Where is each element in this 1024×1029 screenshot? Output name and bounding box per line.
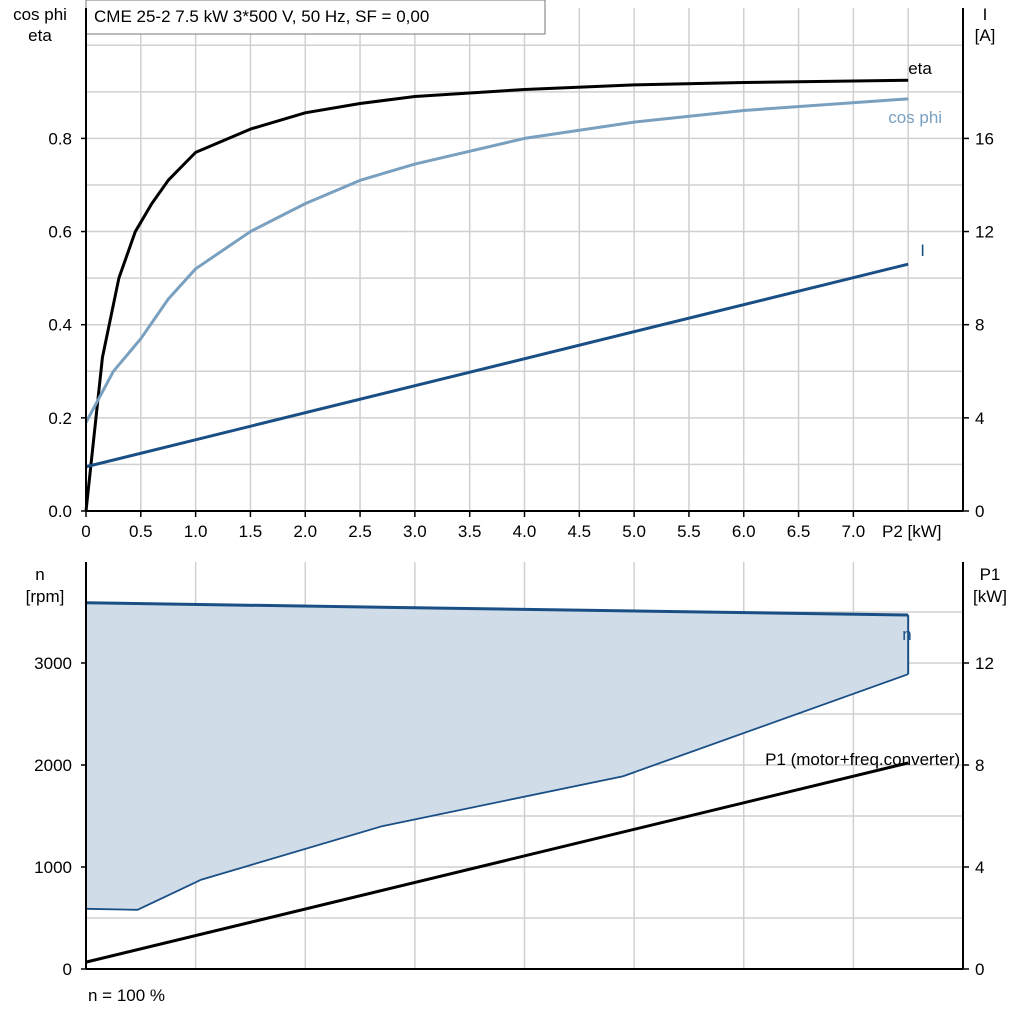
series-line-cos-phi	[84, 97, 909, 424]
y-tick-label-right: 4	[975, 858, 984, 877]
y-tick-label-right: 12	[975, 654, 994, 673]
y-tick-label-right: 0	[975, 502, 984, 521]
bottom-ylabel-left-1: n	[35, 565, 44, 584]
x-tick-label: 1.5	[239, 522, 263, 541]
y-tick-label-right: 12	[975, 223, 994, 242]
x-tick-label: 0.5	[129, 522, 153, 541]
series-line-eta	[84, 78, 909, 512]
y-tick-label-right: 16	[975, 129, 994, 148]
y-tick-label-left: 0	[63, 960, 72, 979]
y-tick-label-right: 8	[975, 316, 984, 335]
p1-line	[85, 761, 909, 964]
top-ylabel-right-2: [A]	[975, 26, 996, 45]
series-label: n	[902, 625, 911, 644]
bottom-chart: n P1 (motor+freq.converter) 0 1000 2000 3000 0…	[34, 562, 994, 979]
x-tick-label: 4.5	[567, 522, 591, 541]
series-label: I	[920, 241, 925, 260]
y-tick-label-left: 0.6	[48, 223, 72, 242]
bottom-ylabel-left-2: [rpm]	[26, 587, 65, 606]
footnote: n = 100 %	[88, 986, 165, 1005]
n-range-area	[86, 602, 909, 910]
series-label: eta	[908, 59, 932, 78]
x-tick-label: 3.0	[403, 522, 427, 541]
series-label: P1 (motor+freq.converter)	[765, 750, 960, 769]
top-xlabel: P2 [kW]	[882, 522, 942, 541]
bottom-ylabel-right-2: [kW]	[973, 587, 1007, 606]
x-tick-label: 2.5	[348, 522, 372, 541]
n-upper-line	[85, 601, 909, 617]
x-tick-label: 3.5	[458, 522, 482, 541]
y-tick-label-left: 3000	[34, 654, 72, 673]
series-label: cos phi	[888, 108, 942, 127]
top-chart: eta cos phi I 0.0 0.2 0.4 0.6 0.8 0 4 8 12 16 0 0.5 1.0…	[48, 0, 994, 541]
top-ylabel-left-1: cos phi	[13, 5, 67, 24]
y-tick-label-right: 4	[975, 409, 984, 428]
x-tick-label: 2.0	[293, 522, 317, 541]
y-tick-label-right: 0	[975, 960, 984, 979]
top-title: CME 25-2 7.5 kW 3*500 V, 50 Hz, SF = 0,0…	[94, 7, 429, 26]
x-tick-label: 5.5	[677, 522, 701, 541]
y-tick-label-left: 0.4	[48, 316, 72, 335]
y-tick-label-left: 1000	[34, 858, 72, 877]
y-tick-label-left: 2000	[34, 756, 72, 775]
y-tick-label-right: 8	[975, 756, 984, 775]
x-tick-label: 4.0	[513, 522, 537, 541]
x-tick-label: 0	[81, 522, 90, 541]
x-tick-label: 1.0	[184, 522, 208, 541]
top-ylabel-left-2: eta	[28, 26, 52, 45]
series-line-I	[85, 262, 909, 469]
top-ylabel-right-1: I	[983, 5, 988, 24]
y-tick-label-left: 0.2	[48, 409, 72, 428]
bottom-ylabel-right-1: P1	[980, 565, 1001, 584]
x-tick-label: 6.5	[787, 522, 811, 541]
x-tick-label: 7.0	[842, 522, 866, 541]
x-tick-label: 5.0	[622, 522, 646, 541]
y-tick-label-left: 0.8	[48, 129, 72, 148]
y-tick-label-left: 0.0	[48, 502, 72, 521]
n-lower-line	[85, 673, 909, 911]
x-tick-label: 6.0	[732, 522, 756, 541]
title-box	[85, 0, 546, 35]
